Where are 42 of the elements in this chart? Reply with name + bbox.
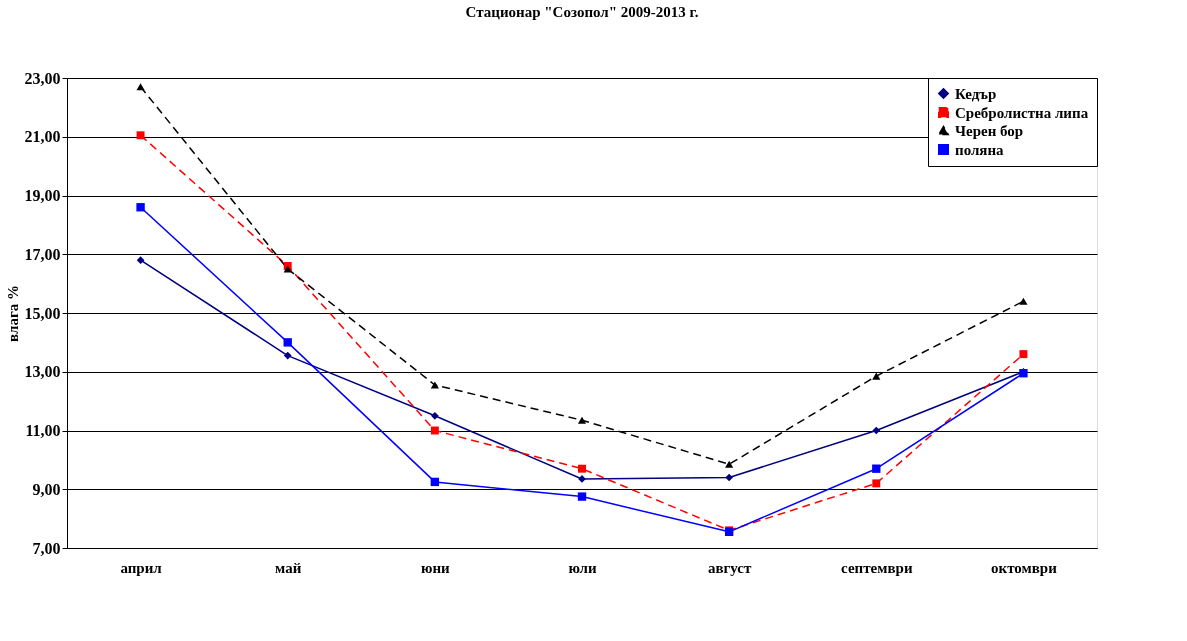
point <box>283 338 292 347</box>
y-tick-label: 7,00 <box>32 539 61 557</box>
point <box>1019 297 1028 305</box>
y-tick-label: 13,00 <box>24 363 61 381</box>
point <box>872 479 881 488</box>
point <box>872 372 881 380</box>
x-tick-label: юни <box>420 559 451 576</box>
point <box>430 477 440 487</box>
point <box>136 131 145 140</box>
legend-label: Сребролистна липа <box>955 104 1089 121</box>
point <box>872 426 881 435</box>
point <box>136 203 145 212</box>
point <box>430 381 439 389</box>
point <box>136 256 145 264</box>
y-tick-label: 11,00 <box>25 422 61 439</box>
point <box>725 473 734 482</box>
point <box>430 411 439 420</box>
point <box>136 83 145 91</box>
y-axis-title: влага % <box>4 285 21 342</box>
y-tick-label: 19,00 <box>24 187 61 204</box>
point <box>577 416 587 424</box>
point <box>1019 350 1028 359</box>
y-tick-label: 9,00 <box>32 480 61 498</box>
x-tick-label: април <box>120 559 163 576</box>
point <box>578 464 586 473</box>
y-tick-label: 21,00 <box>24 128 61 146</box>
x-tick-label: юли <box>568 559 597 576</box>
point <box>872 464 881 473</box>
y-tick-label: 17,00 <box>24 245 61 263</box>
point <box>577 492 587 501</box>
legend-label: Кедър <box>955 85 997 102</box>
legend-label: Черен бор <box>955 122 1024 139</box>
chart-title: Стационар "Созопол" 2009-2013 г. <box>465 4 699 20</box>
point <box>725 460 734 468</box>
y-tick-label: 23,00 <box>24 69 61 87</box>
legend-label: поляна <box>955 141 1005 158</box>
x-tick-label: май <box>275 559 302 576</box>
point <box>283 351 292 360</box>
x-tick-label: октомври <box>991 559 1058 576</box>
x-tick-label: август <box>707 559 753 576</box>
y-tick-label: 15,00 <box>24 304 61 322</box>
x-tick-label: септември <box>841 559 913 576</box>
